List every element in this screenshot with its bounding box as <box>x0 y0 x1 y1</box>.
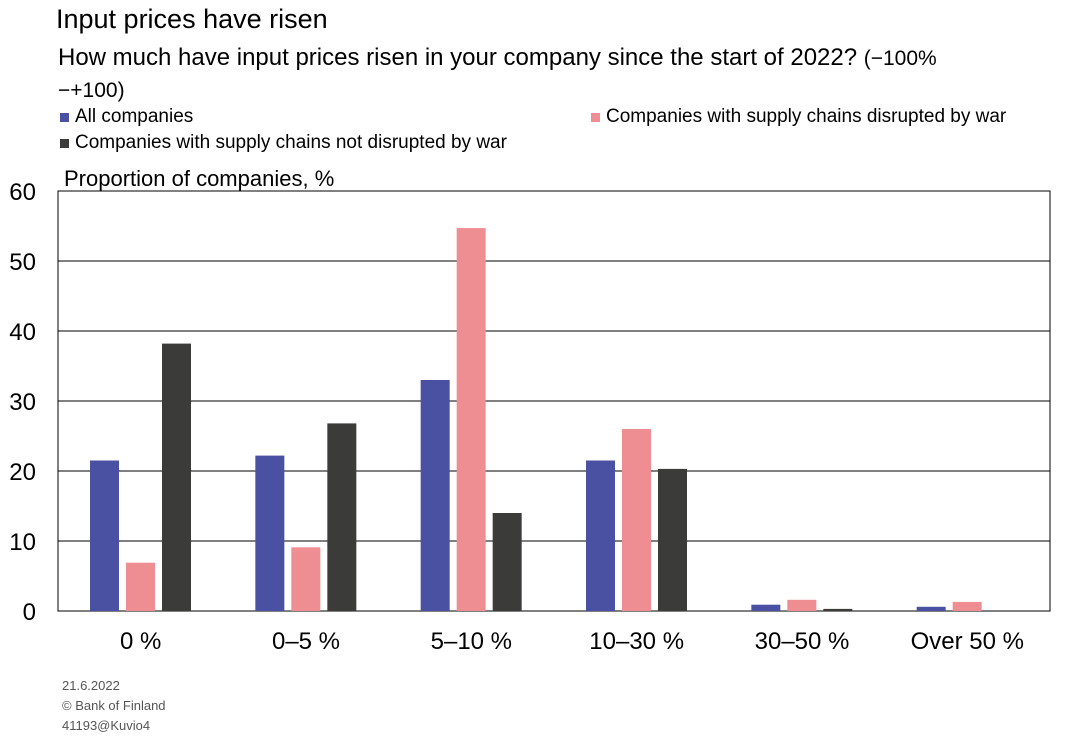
footer-date: 21.6.2022 <box>62 678 120 693</box>
legend-label-not-disrupted: Companies with supply chains not disrupt… <box>75 132 507 153</box>
x-tick-label: 30–50 % <box>755 628 850 655</box>
bar <box>255 455 285 611</box>
plot-frame <box>57 190 1051 612</box>
legend-label-disrupted: Companies with supply chains disrupted b… <box>606 106 1007 127</box>
x-tick-label: 5–10 % <box>431 628 512 655</box>
subtitle-range: (−100%−+100) <box>58 47 937 102</box>
bar <box>586 460 615 611</box>
y-tick-label: 60 <box>9 179 36 206</box>
bar <box>916 606 946 611</box>
bar <box>126 562 155 611</box>
bar <box>456 228 486 611</box>
bar <box>952 601 982 611</box>
bar <box>90 460 119 611</box>
x-tick-label: 0–5 % <box>272 628 340 655</box>
bar <box>751 604 781 611</box>
legend-item-not-disrupted: Companies with supply chains not disrupt… <box>60 132 507 154</box>
bar <box>420 380 450 611</box>
y-tick-label: 50 <box>9 249 36 276</box>
x-tick-label: Over 50 % <box>911 628 1024 655</box>
bar <box>823 608 853 611</box>
chart-subtitle: How much have input prices risen in your… <box>58 42 938 106</box>
y-axis-label: Proportion of companies, % <box>64 166 335 191</box>
y-tick-label: 20 <box>9 459 36 486</box>
subtitle-question: How much have input prices risen in your… <box>58 44 858 71</box>
bar <box>787 599 817 611</box>
legend-swatch-not-disrupted <box>60 138 69 148</box>
footer-copyright: © Bank of Finland <box>62 698 166 713</box>
bar <box>622 429 651 611</box>
legend-swatch-all-companies <box>60 112 69 122</box>
bar <box>658 468 687 611</box>
footer: 21.6.2022 © Bank of Finland 41193@Kuvio4 <box>62 676 166 736</box>
legend-swatch-disrupted <box>591 112 600 122</box>
y-tick-label: 10 <box>9 529 36 556</box>
y-tick-label: 40 <box>9 319 36 346</box>
bar <box>291 547 321 611</box>
chart-title: Input prices have risen <box>56 4 328 34</box>
footer-code: 41193@Kuvio4 <box>62 718 151 733</box>
y-tick-label: 0 <box>23 599 36 626</box>
legend-item-disrupted: Companies with supply chains disrupted b… <box>591 106 1006 128</box>
bar <box>492 513 522 611</box>
x-tick-label: 10–30 % <box>589 628 684 655</box>
legend-label-all-companies: All companies <box>75 106 194 127</box>
bar <box>162 343 191 611</box>
legend-item-all-companies: All companies <box>60 106 193 128</box>
y-tick-label: 30 <box>9 389 36 416</box>
bar <box>327 423 357 611</box>
x-tick-label: 0 % <box>120 628 161 655</box>
